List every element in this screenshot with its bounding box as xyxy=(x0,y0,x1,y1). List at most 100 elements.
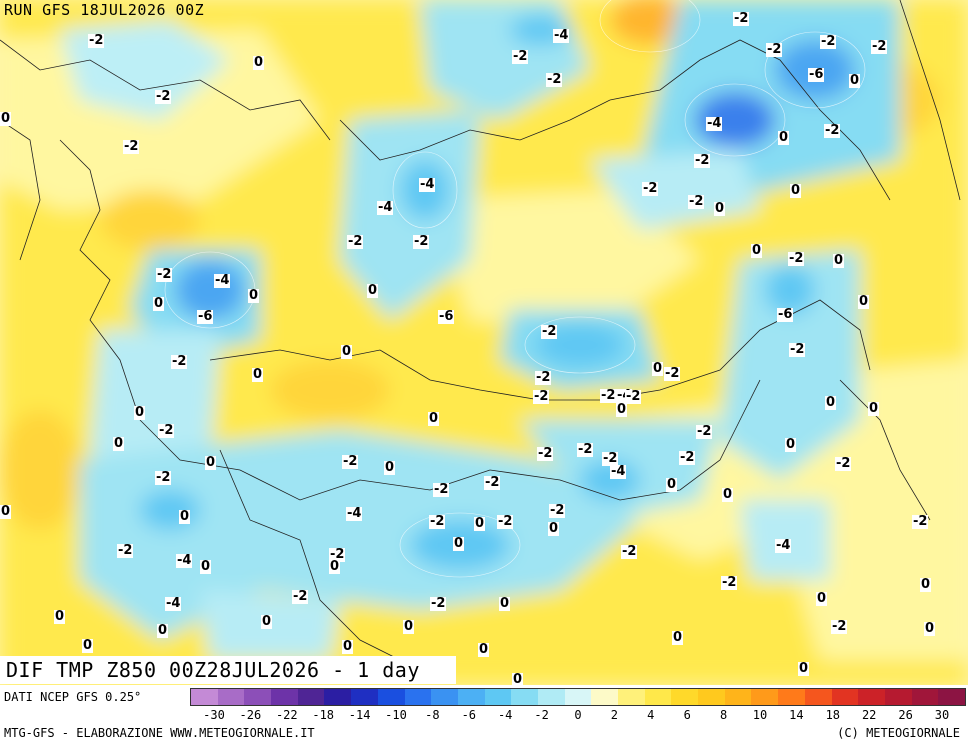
contour-label: 0 xyxy=(924,621,936,636)
legend-tick-label: -30 xyxy=(203,708,225,722)
contour-label: -2 xyxy=(696,424,713,439)
contour-label: -2 xyxy=(600,388,617,403)
map-fields xyxy=(0,0,968,685)
contour-label: 0 xyxy=(798,661,810,676)
contour-label: -6 xyxy=(438,309,455,324)
contour-label: -2 xyxy=(721,575,738,590)
contour-label: -2 xyxy=(642,181,659,196)
legend-swatch xyxy=(831,689,859,705)
contour-label: 0 xyxy=(179,509,191,524)
contour-label: -2 xyxy=(688,194,705,209)
contour-label: 0 xyxy=(478,642,490,657)
contour-label: 0 xyxy=(512,672,524,685)
legend-tick-label: 8 xyxy=(719,708,728,722)
legend-swatch xyxy=(911,689,939,705)
map-title: DIF TMP Z850 00Z28JUL2026 - 1 day xyxy=(6,658,420,682)
contour-label: -2 xyxy=(429,514,446,529)
contour-label: -2 xyxy=(533,389,550,404)
contour-label: 0 xyxy=(0,111,12,126)
contour-label: -4 xyxy=(706,116,723,131)
contour-label: -2 xyxy=(546,72,563,87)
legend-tick-label: 18 xyxy=(825,708,841,722)
contour-label: 0 xyxy=(153,296,165,311)
contour-label: 0 xyxy=(0,504,12,519)
contour-label: -2 xyxy=(789,342,806,357)
contour-label: -4 xyxy=(165,596,182,611)
contour-label: -2 xyxy=(117,543,134,558)
legend-tick-label: -18 xyxy=(312,708,335,722)
credit-line: MTG-GFS - ELABORAZIONE WWW.METEOGIORNALE… xyxy=(4,726,315,740)
legend-tick-label: 30 xyxy=(934,708,950,722)
legend-swatch xyxy=(858,689,885,705)
contour-label: 0 xyxy=(751,243,763,258)
contour-label: -2 xyxy=(171,354,188,369)
legend-tick-label: -26 xyxy=(239,708,262,722)
contour-label: 0 xyxy=(157,623,169,638)
contour-label: -2 xyxy=(413,234,430,249)
contour-label: -2 xyxy=(549,503,566,518)
legend-tick-label: 22 xyxy=(861,708,877,722)
contour-label: 0 xyxy=(248,288,260,303)
contour-label: -2 xyxy=(824,123,841,138)
legend-swatch xyxy=(217,689,245,705)
contour-label: 0 xyxy=(252,367,264,382)
legend-swatch xyxy=(751,689,779,705)
legend-swatch xyxy=(244,689,272,705)
contour-label: -2 xyxy=(831,619,848,634)
contour-label: 0 xyxy=(778,130,790,145)
contour-label: 0 xyxy=(341,344,353,359)
legend-tick-label: 26 xyxy=(898,708,913,722)
legend-tick-label: -14 xyxy=(348,708,371,722)
contour-label: 0 xyxy=(714,201,726,216)
color-scale-bar xyxy=(190,688,966,706)
legend-swatch xyxy=(884,689,912,705)
contour-label: -4 xyxy=(419,177,436,192)
contour-label: -2 xyxy=(820,34,837,49)
contour-label: 0 xyxy=(858,294,870,309)
contour-label: -4 xyxy=(553,28,570,43)
legend-swatch xyxy=(457,689,485,705)
contour-label: 0 xyxy=(384,460,396,475)
contour-label: 0 xyxy=(785,437,797,452)
contour-label: -2 xyxy=(347,234,364,249)
legend-swatch xyxy=(644,689,672,705)
legend-tick-label: -22 xyxy=(275,708,298,722)
legend-tick-label: 2 xyxy=(610,708,619,722)
legend-swatch xyxy=(537,689,565,705)
contour-label: 0 xyxy=(722,487,734,502)
contour-label: -2 xyxy=(541,324,558,339)
contour-label: -2 xyxy=(835,456,852,471)
contour-label: 0 xyxy=(825,395,837,410)
contour-label: -2 xyxy=(733,11,750,26)
contour-label: -2 xyxy=(158,423,175,438)
contour-label: -2 xyxy=(484,475,501,490)
legend-swatch xyxy=(297,689,325,705)
legend-swatch xyxy=(377,689,405,705)
contour-label: -2 xyxy=(664,366,681,381)
legend-swatch xyxy=(778,689,805,705)
legend-tick-label: -4 xyxy=(497,708,513,722)
contour-label: 0 xyxy=(54,609,66,624)
contour-label: 0 xyxy=(548,521,560,536)
contour-label: -4 xyxy=(176,553,193,568)
contour-label: 0 xyxy=(82,638,94,653)
contour-label: -4 xyxy=(346,506,363,521)
contour-label: -2 xyxy=(694,153,711,168)
legend-swatch xyxy=(271,689,298,705)
legend-swatch xyxy=(511,689,538,705)
contour-label: -6 xyxy=(808,67,825,82)
legend-tick-label: -8 xyxy=(425,708,440,722)
contour-label: 0 xyxy=(113,436,125,451)
legend-swatch xyxy=(591,689,618,705)
contour-label: 0 xyxy=(868,401,880,416)
contour-label: 0 xyxy=(428,411,440,426)
contour-label: -2 xyxy=(537,446,554,461)
contour-label: -2 xyxy=(155,89,172,104)
contour-label: -2 xyxy=(433,482,450,497)
contour-label: 0 xyxy=(652,361,664,376)
contour-label: -2 xyxy=(912,514,929,529)
legend-swatch xyxy=(191,689,218,705)
contour-label: 0 xyxy=(849,73,861,88)
color-scale-ticks: -30 -26 -22 -18 -14 -10 -8 -6 -4 -2 0 2 4 6 8 10 14 18 22 2… xyxy=(190,708,966,722)
contour-label: -2 xyxy=(602,451,619,466)
